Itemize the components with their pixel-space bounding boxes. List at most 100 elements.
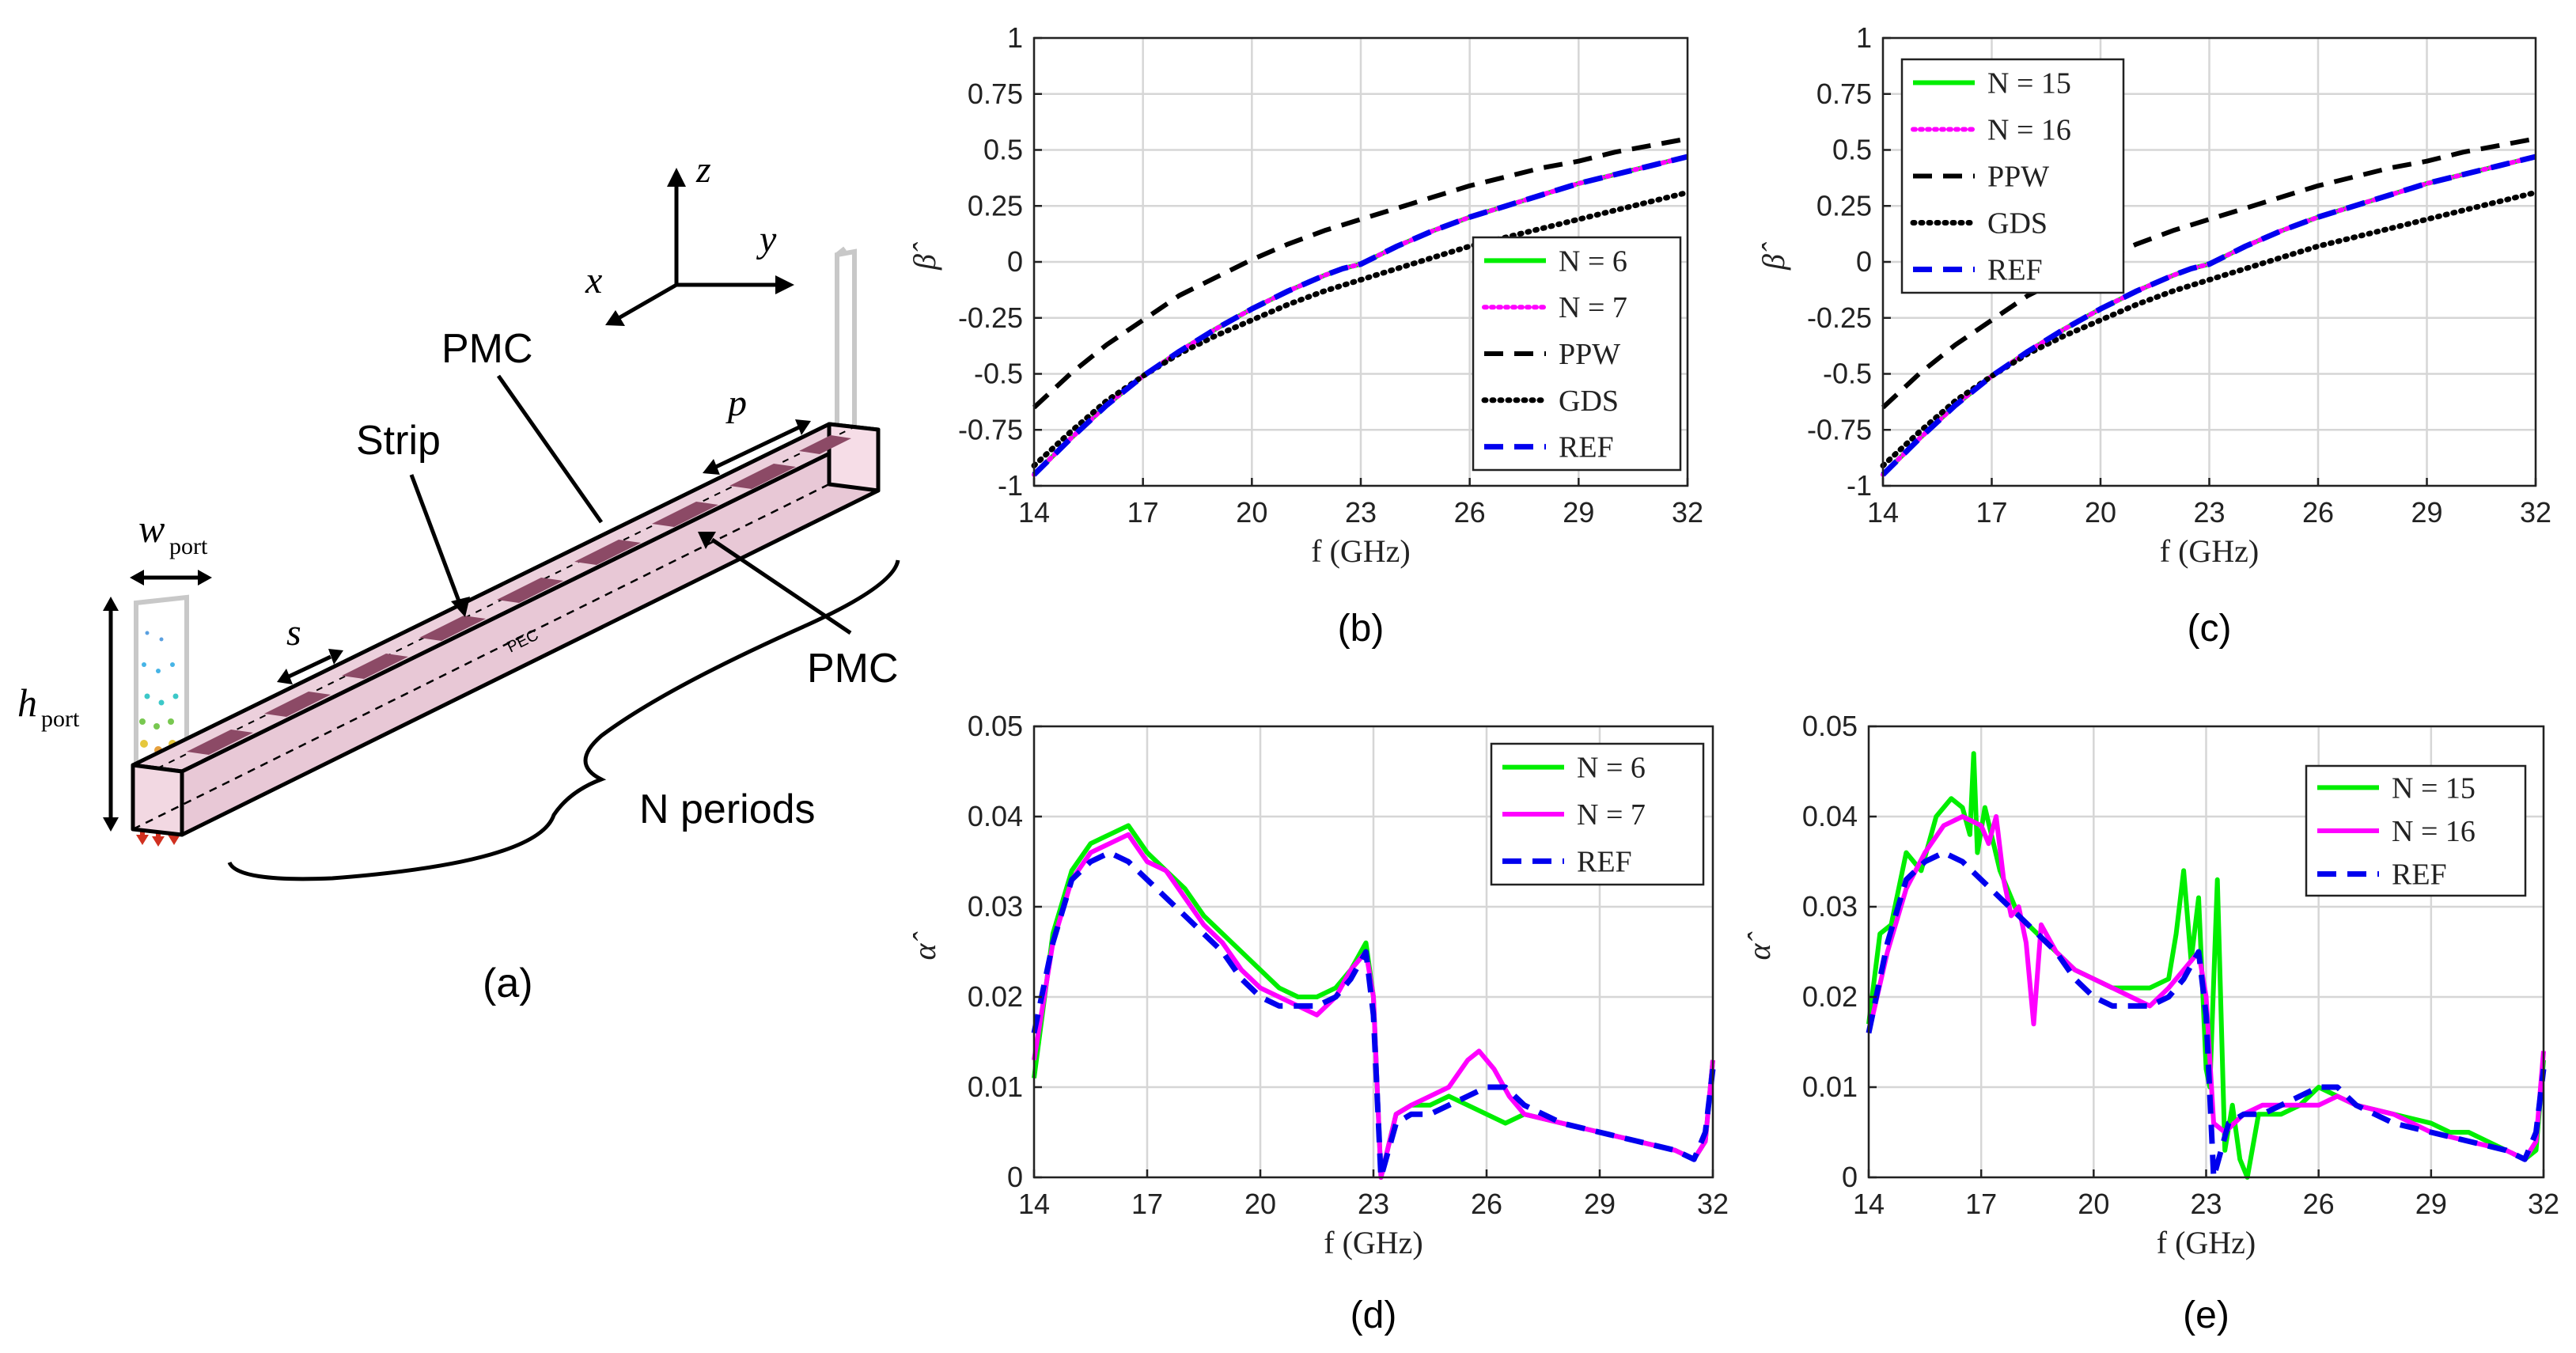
- pmc-top-label: PMC: [441, 326, 533, 372]
- periodic-strips: [187, 435, 851, 755]
- y-tick-label: -0.75: [958, 413, 1023, 445]
- legend-label: N = 6: [1577, 752, 1646, 785]
- waveguide-end-face: [131, 763, 184, 837]
- z-axis-arrowhead: [667, 168, 686, 187]
- periods-brace: [227, 559, 900, 881]
- w-port-subscript: port: [169, 533, 208, 559]
- chart-panel-c: 14 17 20 23 26 29 32 -1 -0.75 -0.5 -0.25 0 0.25 0.5 0.…: [1756, 21, 2551, 650]
- y-tick-label: 0.01: [1802, 1071, 1858, 1103]
- legend-label: GDS: [1559, 385, 1619, 418]
- y-tick-label: 0.03: [968, 890, 1023, 923]
- y-tick-label: 0.05: [968, 710, 1023, 742]
- series-line-ref: [1881, 153, 2536, 477]
- strip-label: Strip: [356, 418, 441, 464]
- legend-label: PPW: [1559, 338, 1620, 371]
- x-axis-label: f (GHz): [1311, 533, 1411, 569]
- y-tick-label: 0: [1007, 1161, 1023, 1193]
- output-port: [835, 246, 857, 427]
- y-tick-label: 0.05: [1802, 710, 1858, 742]
- x-tick-label: 14: [1018, 496, 1050, 529]
- legend-label: N = 7: [1577, 798, 1646, 832]
- x-tick-label: 17: [1127, 496, 1159, 529]
- series-line-gds: [1880, 189, 2539, 468]
- x-tick-label: 23: [1345, 496, 1377, 529]
- series-line-gds: [1031, 189, 1691, 468]
- x-tick-label: 20: [2078, 1188, 2109, 1220]
- x-tick-label: 26: [1454, 496, 1486, 529]
- y-axis-label: y: [756, 218, 777, 260]
- n-periods-label: N periods: [639, 786, 816, 832]
- chart-panel-d: 14 17 20 23 26 29 32 0 0.01 0.02 0.03 0.04 0.05 f (GH…: [907, 710, 1729, 1336]
- series-line-ppw: [1881, 136, 2536, 410]
- chart-panel-b: 14 17 20 23 26 29 32 -1 -0.75 -0.5 -0.25 0 0.25 0.5 0.…: [907, 21, 1703, 650]
- x-tick-label: 23: [2193, 496, 2225, 529]
- chart-caption: (c): [2188, 608, 2232, 650]
- legend-label: REF: [1559, 431, 1614, 464]
- x-tick-label: 32: [1697, 1188, 1729, 1220]
- legend-label: N = 15: [1987, 67, 2071, 100]
- y-tick-label: -0.25: [958, 301, 1023, 334]
- chart-caption: (e): [2183, 1294, 2229, 1336]
- legend-label: REF: [1577, 845, 1632, 878]
- y-tick-label: -1: [998, 469, 1023, 502]
- series-line-n-16: [1866, 814, 2546, 1162]
- y-tick-label: 0: [1842, 1161, 1858, 1193]
- series-line-ref: [1866, 850, 2547, 1181]
- y-tick-label: -0.25: [1807, 301, 1872, 334]
- legend-label: N = 16: [1987, 114, 2071, 147]
- legend: N = 15 N = 16 PPW GDS REF: [1900, 58, 2125, 294]
- h-port-subscript: port: [41, 706, 80, 732]
- x-tick-label: 14: [1853, 1188, 1885, 1220]
- diagram-panel-a: z y x: [17, 149, 900, 1006]
- y-tick-label: 1: [1007, 21, 1023, 54]
- y-tick-label: 0: [1007, 245, 1023, 278]
- x-axis-label: f (GHz): [2157, 1225, 2256, 1260]
- x-tick-label: 23: [2190, 1188, 2222, 1220]
- legend-label: GDS: [1987, 207, 2048, 241]
- x-tick-label: 29: [2411, 496, 2442, 529]
- series-line-ppw: [1032, 136, 1688, 410]
- y-tick-label: 0.03: [1802, 890, 1858, 923]
- x-tick-label: 32: [1672, 496, 1703, 529]
- x-tick-label: 29: [2415, 1188, 2447, 1220]
- legend: N = 15 N = 16 REF: [2305, 764, 2527, 897]
- y-tick-label: 0.75: [968, 78, 1023, 110]
- legend-box: [1900, 58, 2125, 294]
- diagram-label-arrows: [103, 374, 852, 832]
- x-tick-label: 29: [1584, 1188, 1616, 1220]
- waveguide-far-face: [827, 422, 881, 493]
- y-tick-label: 0.5: [983, 134, 1023, 166]
- x-tick-label: 23: [1358, 1188, 1389, 1220]
- x-axis-label: f (GHz): [2160, 533, 2260, 569]
- x-tick-label: 14: [1867, 496, 1899, 529]
- y-axis-arrowhead: [775, 275, 794, 294]
- s-label: s: [286, 612, 301, 654]
- y-tick-label: -1: [1847, 469, 1872, 502]
- legend-label: PPW: [1987, 161, 2049, 194]
- x-tick-label: 20: [2085, 496, 2116, 529]
- legend-label: N = 15: [2392, 771, 2476, 805]
- y-tick-label: 0: [1856, 245, 1872, 278]
- chart-caption: (b): [1338, 608, 1385, 650]
- y-tick-label: -0.75: [1807, 413, 1872, 445]
- x-tick-label: 14: [1018, 1188, 1050, 1220]
- x-axis-label: x: [585, 260, 602, 301]
- y-tick-label: 0.5: [1832, 134, 1872, 166]
- legend-label: N = 7: [1559, 291, 1627, 324]
- p-label: p: [725, 382, 747, 424]
- x-tick-label: 26: [2303, 1188, 2335, 1220]
- chart-caption: (d): [1351, 1294, 1397, 1336]
- y-tick-label: 0.75: [1816, 78, 1872, 110]
- x-tick-label: 32: [2520, 496, 2551, 529]
- legend-box: [1472, 236, 1682, 472]
- y-tick-label: 0.02: [1802, 980, 1858, 1013]
- x-axis-label: f (GHz): [1324, 1225, 1423, 1260]
- x-tick-label: 20: [1236, 496, 1267, 529]
- series-line-ref: [1031, 850, 1716, 1181]
- w-port-label: w: [138, 506, 165, 551]
- legend: N = 6 N = 7 REF: [1490, 742, 1705, 886]
- caption-a: (a): [483, 961, 533, 1006]
- y-tick-label: -0.5: [974, 358, 1023, 390]
- y-tick-label: 0.01: [968, 1071, 1023, 1103]
